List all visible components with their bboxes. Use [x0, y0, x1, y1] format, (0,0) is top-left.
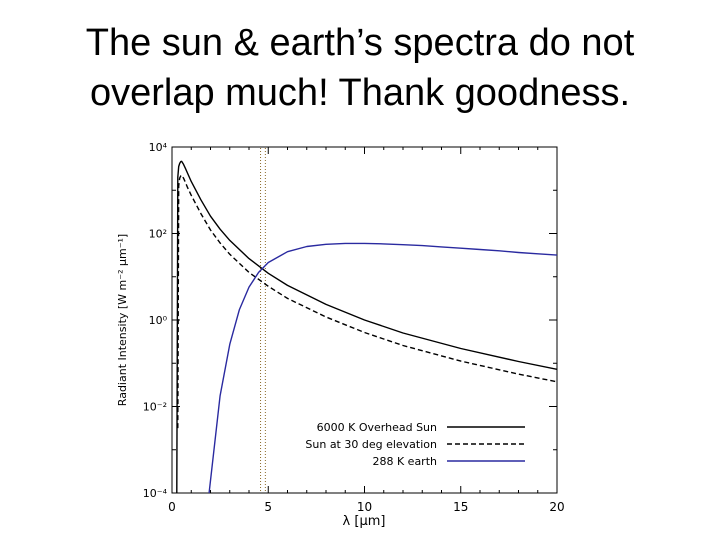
x-tick-label: 10: [357, 500, 372, 514]
y-tick-label: 10⁻²: [143, 401, 167, 414]
legend-label: 288 K earth: [372, 455, 437, 468]
y-tick-label: 10⁴: [149, 141, 168, 154]
legend-label: Sun at 30 deg elevation: [305, 438, 437, 451]
slide-title-line-1: The sun & earth’s spectra do not: [85, 22, 635, 64]
spectra-chart: 0 5 10 15 20 10⁻⁴ 10⁻² 10⁰ 10² 10⁴ 6000 K Overhea…: [116, 141, 565, 529]
y-tick-label: 10⁰: [149, 314, 168, 327]
series-line-earth: [208, 242, 557, 493]
series-line-overhead-sun: [176, 160, 557, 493]
slide-title-line-2: overlap much! Thank goodness.: [89, 72, 631, 114]
y-tick-label: 10⁻⁴: [143, 487, 168, 500]
y-axis-label: Radiant Intensity [W m⁻² μm⁻¹]: [116, 234, 129, 406]
y-tick-label: 10²: [149, 228, 167, 241]
x-tick-label: 15: [453, 500, 468, 514]
slide-title: The sun & earth’s spectra do not overlap…: [0, 18, 720, 118]
x-tick-label: 20: [549, 500, 564, 514]
x-axis-label: λ [μm]: [343, 514, 386, 529]
x-tick-label: 0: [168, 500, 176, 514]
chart-panel: 0 5 10 15 20 10⁻⁴ 10⁻² 10⁰ 10² 10⁴ 6000 K Overhea…: [95, 125, 577, 540]
x-tick-label: 5: [264, 500, 272, 514]
series-line-sun-30deg: [177, 174, 557, 429]
legend-label: 6000 K Overhead Sun: [317, 421, 437, 434]
